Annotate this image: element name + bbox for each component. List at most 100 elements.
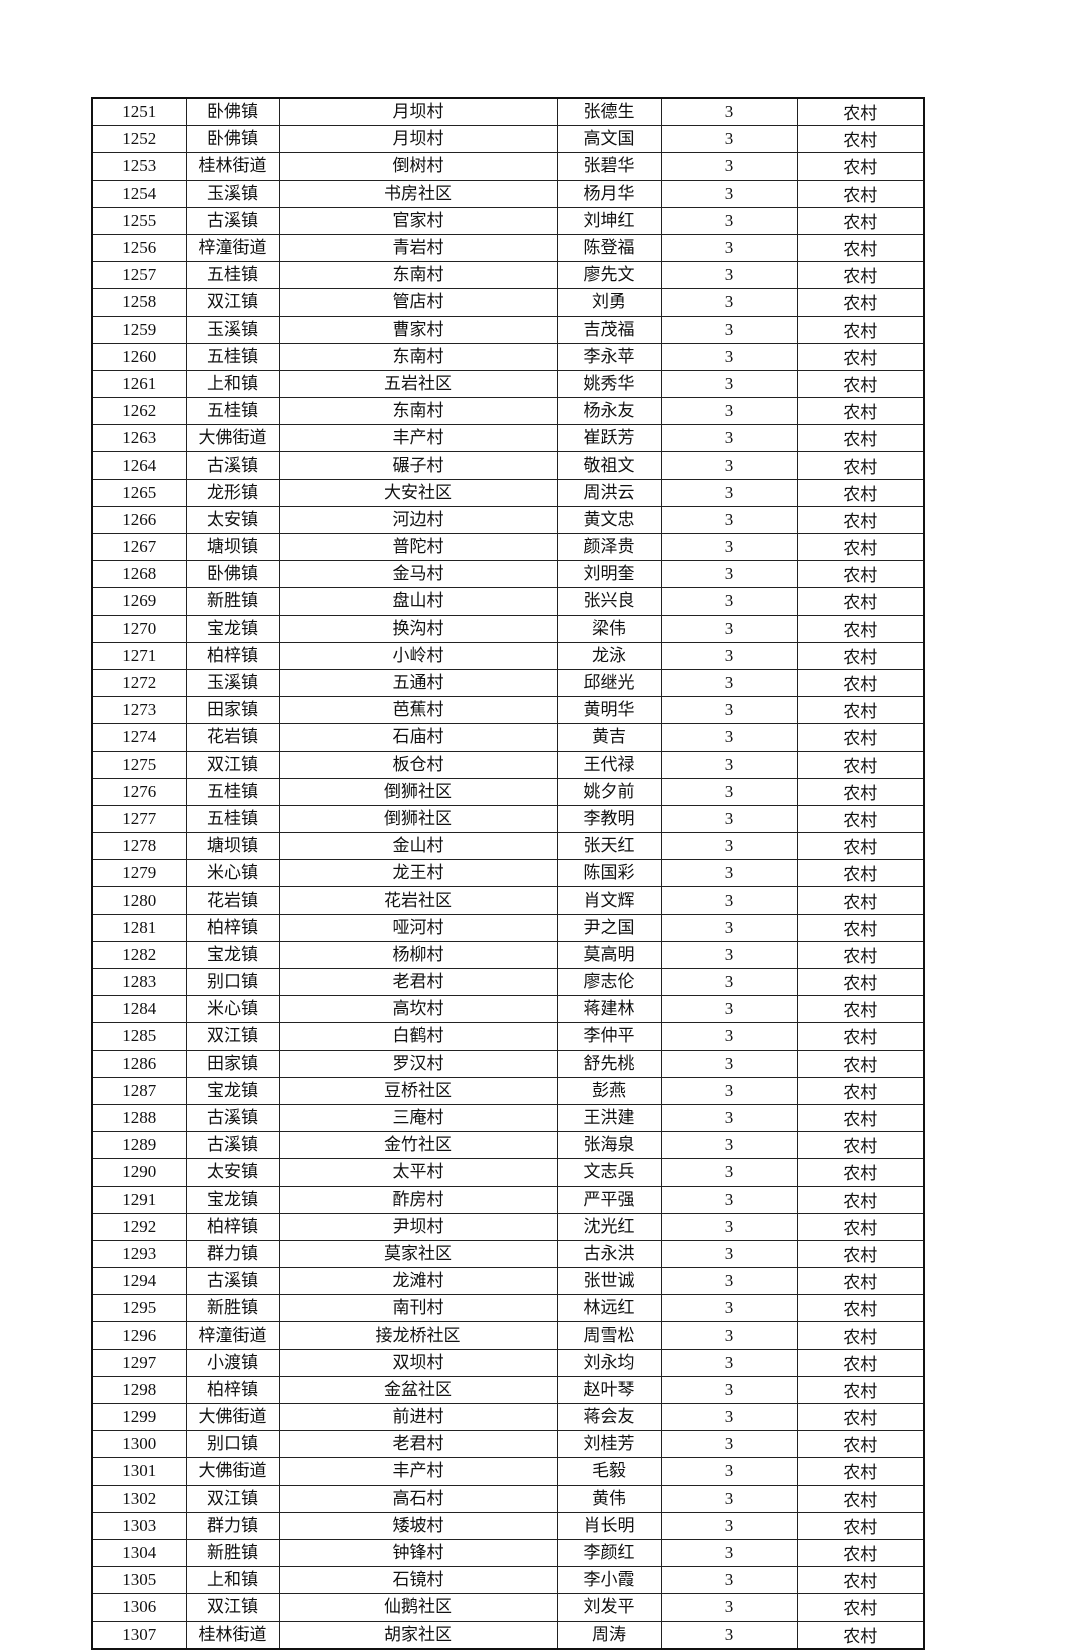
- row-number: 1290: [91, 1158, 187, 1187]
- table-row: 1305 上和镇 石镜村 李小霞 3 农村: [91, 1566, 925, 1595]
- village-cell: 仙鹅社区: [278, 1593, 558, 1622]
- town-cell: 古溪镇: [185, 1267, 280, 1296]
- village-cell: 矮坡村: [278, 1511, 558, 1540]
- count-cell: 3: [660, 913, 798, 942]
- table-row: 1297 小渡镇 双坝村 刘永均 3 农村: [91, 1348, 925, 1377]
- count-cell: 3: [660, 1402, 798, 1432]
- village-cell: 尹坝村: [278, 1212, 558, 1241]
- count-cell: 3: [660, 424, 798, 453]
- row-number: 1295: [91, 1294, 187, 1323]
- person-name-cell: 陈国彩: [556, 859, 662, 888]
- row-number: 1259: [91, 315, 187, 344]
- table-row: 1280 花岩镇 花岩社区 肖文辉 3 农村: [91, 886, 925, 915]
- village-cell: 月坝村: [278, 97, 558, 127]
- town-cell: 古溪镇: [185, 1131, 280, 1160]
- person-name-cell: 黄吉: [556, 723, 662, 752]
- count-cell: 3: [660, 804, 798, 834]
- area-type-cell: 农村: [796, 1239, 925, 1269]
- row-number: 1261: [91, 369, 187, 399]
- row-number: 1251: [91, 97, 187, 127]
- area-type-cell: 农村: [796, 1049, 925, 1078]
- row-number: 1253: [91, 152, 187, 181]
- village-cell: 双坝村: [278, 1348, 558, 1377]
- person-name-cell: 张德生: [556, 97, 662, 127]
- person-name-cell: 杨月华: [556, 179, 662, 208]
- town-cell: 别口镇: [185, 1430, 280, 1459]
- row-number: 1300: [91, 1430, 187, 1459]
- area-type-cell: 农村: [796, 1402, 925, 1432]
- area-type-cell: 农村: [796, 886, 925, 915]
- row-number: 1301: [91, 1457, 187, 1486]
- town-cell: 双江镇: [185, 750, 280, 779]
- town-cell: 卧佛镇: [185, 97, 280, 127]
- table-row: 1294 古溪镇 龙滩村 张世诚 3 农村: [91, 1267, 925, 1296]
- person-name-cell: 刘发平: [556, 1593, 662, 1622]
- table-row: 1276 五桂镇 倒狮社区 姚夕前 3 农村: [91, 777, 925, 806]
- row-number: 1258: [91, 288, 187, 317]
- count-cell: 3: [660, 532, 798, 562]
- table-row: 1254 玉溪镇 书房社区 杨月华 3 农村: [91, 179, 925, 208]
- row-number: 1252: [91, 125, 187, 154]
- row-number: 1255: [91, 206, 187, 235]
- area-type-cell: 农村: [796, 967, 925, 997]
- table-row: 1270 宝龙镇 换沟村 梁伟 3 农村: [91, 614, 925, 643]
- person-name-cell: 刘明奎: [556, 560, 662, 589]
- area-type-cell: 农村: [796, 505, 925, 535]
- person-name-cell: 蒋建林: [556, 995, 662, 1024]
- area-type-cell: 农村: [796, 125, 925, 154]
- village-cell: 普陀村: [278, 532, 558, 562]
- village-cell: 罗汉村: [278, 1049, 558, 1078]
- count-cell: 3: [660, 560, 798, 589]
- table-row: 1258 双江镇 管店村 刘勇 3 农村: [91, 288, 925, 317]
- table-row: 1301 大佛街道 丰产村 毛毅 3 农村: [91, 1457, 925, 1486]
- village-cell: 盘山村: [278, 587, 558, 616]
- table-row: 1267 塘坝镇 普陀村 颜泽贵 3 农村: [91, 532, 925, 562]
- count-cell: 3: [660, 995, 798, 1024]
- row-number: 1277: [91, 804, 187, 834]
- row-number: 1269: [91, 587, 187, 616]
- row-number: 1291: [91, 1185, 187, 1214]
- area-type-cell: 农村: [796, 97, 925, 127]
- row-number: 1292: [91, 1212, 187, 1241]
- village-cell: 大安社区: [278, 478, 558, 507]
- village-cell: 官家村: [278, 206, 558, 235]
- person-name-cell: 刘永均: [556, 1348, 662, 1377]
- area-type-cell: 农村: [796, 1620, 925, 1650]
- town-cell: 柏梓镇: [185, 641, 280, 670]
- village-cell: 老君村: [278, 967, 558, 997]
- town-cell: 太安镇: [185, 1158, 280, 1187]
- count-cell: 3: [660, 750, 798, 779]
- person-name-cell: 敬祖文: [556, 451, 662, 480]
- row-number: 1266: [91, 505, 187, 535]
- person-name-cell: 颜泽贵: [556, 532, 662, 562]
- row-number: 1281: [91, 913, 187, 942]
- village-cell: 莫家社区: [278, 1239, 558, 1269]
- row-number: 1299: [91, 1402, 187, 1432]
- village-cell: 前进村: [278, 1402, 558, 1432]
- table-row: 1295 新胜镇 南刊村 林远红 3 农村: [91, 1294, 925, 1323]
- table-row: 1281 柏梓镇 哑河村 尹之国 3 农村: [91, 913, 925, 942]
- town-cell: 大佛街道: [185, 1457, 280, 1486]
- table-row: 1284 米心镇 高坎村 蒋建林 3 农村: [91, 995, 925, 1024]
- town-cell: 柏梓镇: [185, 1375, 280, 1405]
- area-type-cell: 农村: [796, 1538, 925, 1568]
- town-cell: 宝龙镇: [185, 1076, 280, 1105]
- row-number: 1307: [91, 1620, 187, 1650]
- village-cell: 石镜村: [278, 1566, 558, 1595]
- person-name-cell: 蒋会友: [556, 1402, 662, 1432]
- person-name-cell: 黄明华: [556, 696, 662, 725]
- count-cell: 3: [660, 1131, 798, 1160]
- count-cell: 3: [660, 777, 798, 806]
- count-cell: 3: [660, 614, 798, 643]
- town-cell: 古溪镇: [185, 206, 280, 235]
- town-cell: 桂林街道: [185, 152, 280, 181]
- count-cell: 3: [660, 696, 798, 725]
- table-row: 1287 宝龙镇 豆桥社区 彭燕 3 农村: [91, 1076, 925, 1105]
- table-row: 1298 柏梓镇 金盆社区 赵叶琴 3 农村: [91, 1375, 925, 1405]
- town-cell: 别口镇: [185, 967, 280, 997]
- person-name-cell: 姚夕前: [556, 777, 662, 806]
- town-cell: 五桂镇: [185, 261, 280, 290]
- row-number: 1303: [91, 1511, 187, 1540]
- village-cell: 倒树村: [278, 152, 558, 181]
- town-cell: 梓潼街道: [185, 1321, 280, 1350]
